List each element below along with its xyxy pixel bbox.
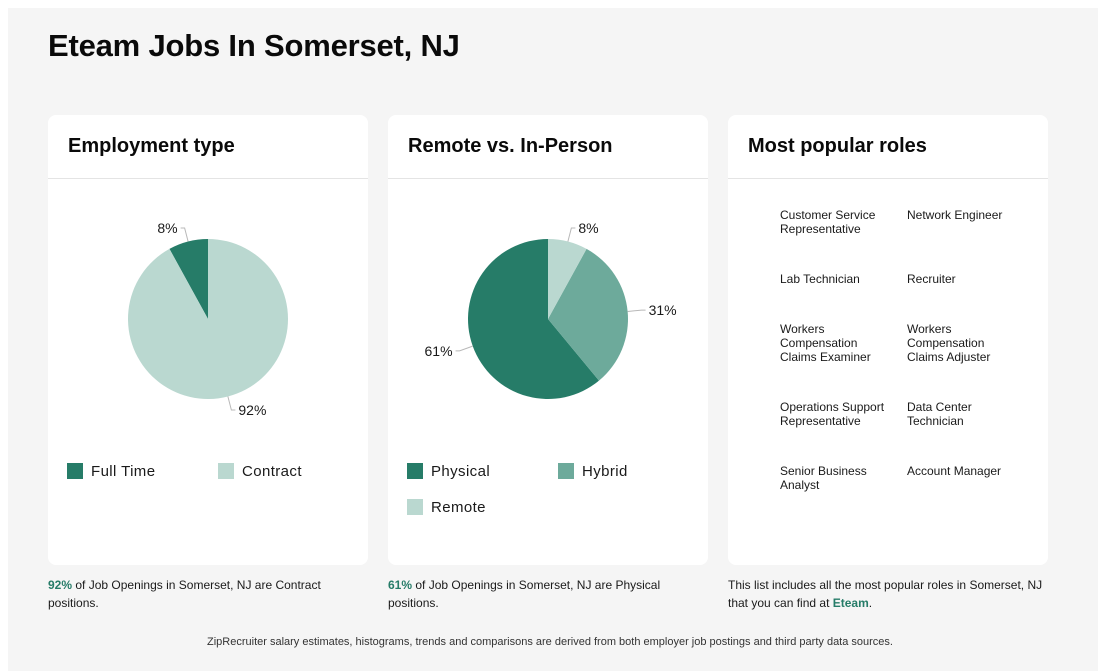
caption-highlight: 61%: [388, 578, 413, 592]
employment-type-card: Employment type 8% 92% Full Time Contract: [48, 115, 368, 565]
pie-data-label: 92%: [238, 402, 266, 418]
role-item: Recruiter: [907, 272, 956, 286]
pie-slice-physical: [468, 239, 599, 399]
caption-text: of Job Openings in Somerset, NJ are Phys…: [388, 578, 661, 610]
caption-end: .: [868, 596, 873, 610]
pie-slice-contract: [128, 239, 288, 399]
legend-label: Hybrid: [582, 462, 628, 480]
legend-item-contract: Contract: [218, 462, 302, 480]
employment-caption: 92% of Job Openings in Somerset, NJ are …: [48, 576, 368, 612]
legend-label: Remote: [431, 498, 486, 516]
role-item: Senior Business Analyst: [780, 464, 867, 492]
caption-highlight: 92%: [48, 578, 73, 592]
legend-label: Contract: [242, 462, 302, 480]
pie-leader-line: [180, 227, 189, 242]
card-divider: [48, 178, 368, 179]
legend-swatch-physical: [407, 463, 423, 479]
legend-label: Full Time: [91, 462, 156, 480]
card-title: Employment type: [68, 135, 235, 157]
pie-data-label: 31%: [649, 302, 677, 318]
pie-data-label: 8%: [157, 220, 177, 236]
role-item: Customer Service Representative: [780, 208, 876, 236]
card-title: Remote vs. In-Person: [408, 135, 613, 157]
role-item: Data Center Technician: [907, 400, 972, 428]
pie-data-label: 61%: [425, 343, 453, 359]
legend-swatch-hybrid: [558, 463, 574, 479]
remote-vs-in-person-card: Remote vs. In-Person 61% 31% 8% Physical H…: [388, 115, 708, 565]
page-title: Eteam Jobs In Somerset, NJ: [48, 28, 460, 63]
eteam-link[interactable]: Eteam: [832, 596, 869, 610]
pie-slice-hybrid: [548, 248, 628, 381]
card-title: Most popular roles: [748, 135, 927, 157]
legend-swatch-full-time: [67, 463, 83, 479]
footnote: ZipRecruiter salary estimates, histogram…: [207, 636, 893, 648]
role-item: Lab Technician: [780, 272, 860, 286]
roles-caption: This list includes all the most popular …: [728, 576, 1048, 612]
pie-leader-line: [455, 345, 473, 352]
card-divider: [388, 178, 708, 179]
popular-roles-card: Most popular roles Customer Service Repr…: [728, 115, 1048, 565]
legend-swatch-remote: [407, 499, 423, 515]
pie-slice-remote: [548, 239, 587, 319]
legend-swatch-contract: [218, 463, 234, 479]
pie-leader-line: [567, 227, 576, 242]
legend-item-physical: Physical: [407, 462, 490, 480]
legend-item-remote: Remote: [407, 498, 486, 516]
pie-leader-line: [227, 396, 236, 411]
role-item: Workers Compensation Claims Examiner: [780, 322, 871, 364]
card-divider: [728, 178, 1048, 179]
remote-vs-in-person-pie-chart: 61% 31% 8%: [425, 220, 677, 399]
pie-leader-line: [627, 309, 646, 312]
role-item: Operations Support Representative: [780, 400, 885, 428]
caption-text: This list includes all the most popular …: [728, 578, 1043, 610]
pie-data-label: 8%: [578, 220, 598, 236]
role-item: Workers Compensation Claims Adjuster: [907, 322, 991, 364]
role-item: Account Manager: [907, 464, 1002, 478]
caption-text: of Job Openings in Somerset, NJ are Cont…: [48, 578, 321, 610]
pie-slice-full-time: [169, 239, 208, 319]
legend-item-hybrid: Hybrid: [558, 462, 628, 480]
legend-item-full-time: Full Time: [67, 462, 155, 480]
legend-label: Physical: [431, 462, 491, 480]
remote-caption: 61% of Job Openings in Somerset, NJ are …: [388, 576, 708, 612]
role-item: Network Engineer: [907, 208, 1003, 222]
employment-type-pie-chart: 8% 92%: [128, 220, 288, 418]
